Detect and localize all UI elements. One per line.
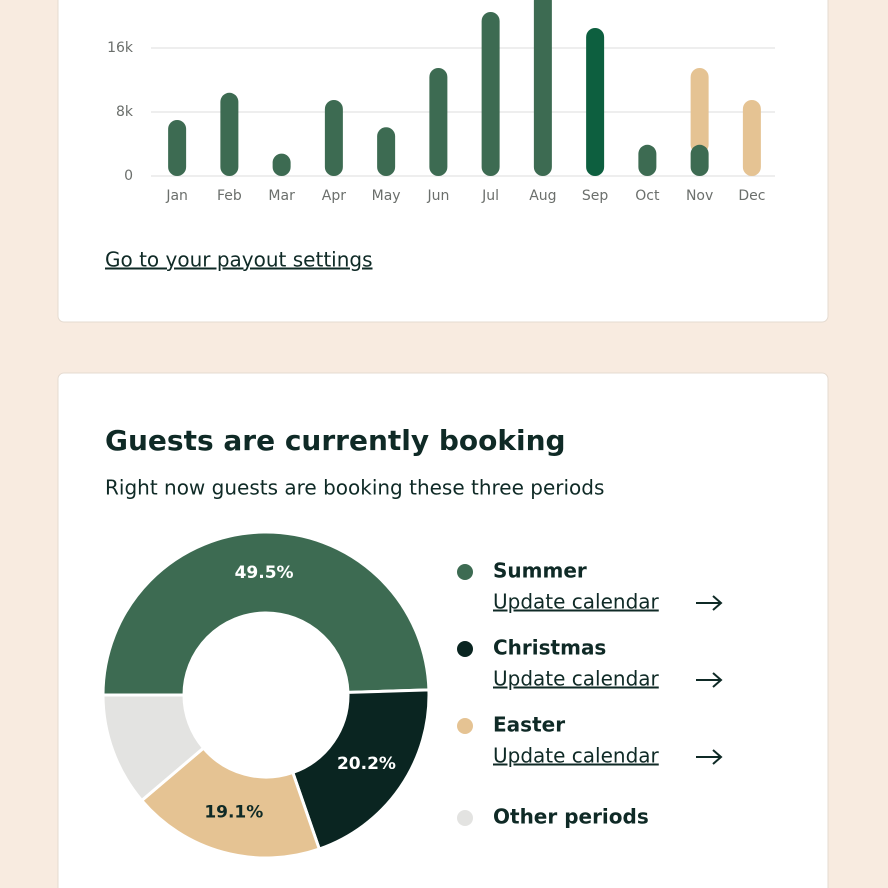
legend-label: Summer — [493, 559, 587, 583]
x-tick-label: Feb — [217, 188, 242, 204]
bar — [220, 92, 239, 176]
bar — [481, 12, 500, 176]
arrow-icon — [696, 672, 723, 688]
arrow-icon — [696, 749, 723, 765]
x-tick-label: Apr — [322, 188, 346, 204]
donut-slice — [290, 688, 431, 851]
y-tick-label: 16k — [107, 40, 134, 56]
payout-link[interactable]: Go to your payout settings — [105, 248, 373, 272]
slice-label: 20.2% — [337, 754, 396, 774]
booking-card — [57, 372, 829, 888]
bar — [168, 120, 187, 176]
update-calendar-link[interactable]: Update calendar — [493, 590, 660, 614]
x-tick-label: May — [372, 188, 401, 204]
x-tick-label: Jan — [165, 188, 188, 204]
bar — [429, 68, 448, 176]
x-tick-label: Nov — [686, 188, 713, 204]
x-tick-label: Jul — [481, 188, 499, 204]
legend-label: Christmas — [493, 636, 606, 660]
arrow-icon — [696, 595, 723, 611]
y-tick-label: 0 — [124, 168, 133, 184]
donut-slice — [101, 530, 431, 697]
bar — [690, 68, 709, 154]
update-calendar-link[interactable]: Update calendar — [493, 667, 660, 691]
donut-slice — [101, 693, 206, 803]
bar — [377, 127, 396, 176]
bar — [638, 144, 657, 176]
bar — [742, 100, 761, 176]
legend-dot — [457, 564, 473, 580]
bar — [324, 100, 343, 176]
bar — [272, 153, 291, 176]
slice-label: 19.1% — [204, 803, 263, 823]
card-subtitle: Right now guests are booking these three… — [105, 476, 604, 500]
bar — [690, 144, 709, 176]
x-tick-label: Oct — [635, 188, 660, 204]
legend-dot — [457, 718, 473, 734]
update-calendar-link[interactable]: Update calendar — [493, 744, 660, 768]
bar — [586, 28, 605, 176]
x-tick-label: Mar — [268, 188, 295, 204]
x-tick-label: Sep — [582, 188, 609, 204]
x-tick-label: Dec — [738, 188, 765, 204]
legend-dot — [457, 641, 473, 657]
x-tick-label: Aug — [529, 188, 556, 204]
legend-dot — [457, 810, 473, 826]
legend-label: Other periods — [493, 805, 649, 829]
bar — [533, 0, 552, 176]
legend-label: Easter — [493, 713, 565, 737]
slice-label: 49.5% — [235, 563, 294, 583]
card-title: Guests are currently booking — [105, 424, 566, 457]
y-tick-label: 8k — [116, 104, 134, 120]
x-tick-label: Jun — [426, 188, 449, 204]
donut-slice — [139, 745, 322, 860]
